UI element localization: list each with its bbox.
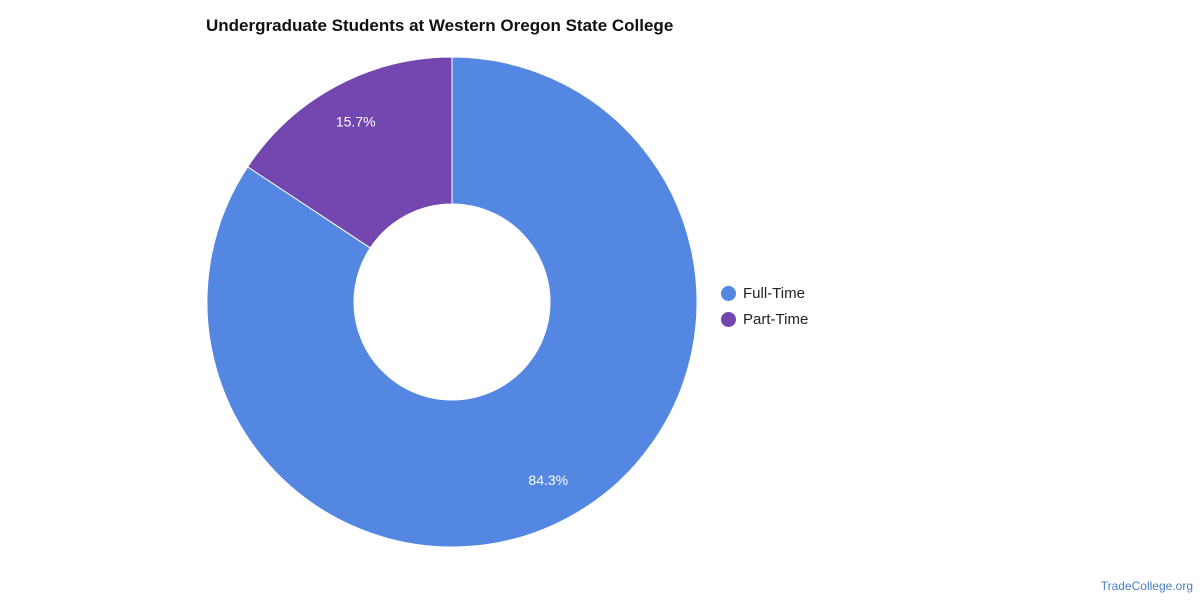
data-label-full-time: 84.3% [528,472,568,488]
data-label-part-time: 15.7% [336,114,376,130]
legend-label-full-time: Full-Time [743,284,805,302]
source-link[interactable]: TradeCollege.org [1100,579,1193,593]
slice-full-time[interactable] [206,56,698,548]
legend-swatch-full-time [721,285,736,301]
legend-label-part-time: Part-Time [743,310,809,328]
legend-swatch-part-time [721,311,736,327]
legend-item-part-time[interactable]: Part-Time [721,306,808,332]
chart-title: Undergraduate Students at Western Oregon… [206,16,674,35]
slice-part-time[interactable] [246,56,453,249]
chart-legend: Full-Time Part-Time [721,280,808,332]
legend-item-full-time[interactable]: Full-Time [721,280,808,306]
